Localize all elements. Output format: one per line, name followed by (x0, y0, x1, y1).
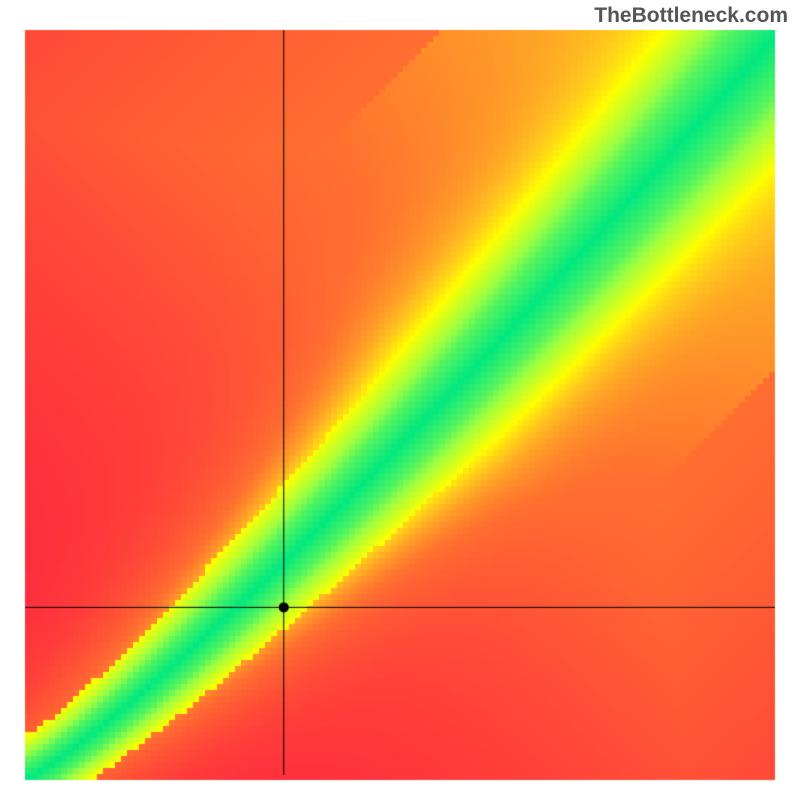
watermark-text: TheBottleneck.com (594, 4, 788, 28)
bottleneck-heatmap-chart: TheBottleneck.com (0, 0, 800, 800)
heatmap-canvas (0, 0, 800, 800)
